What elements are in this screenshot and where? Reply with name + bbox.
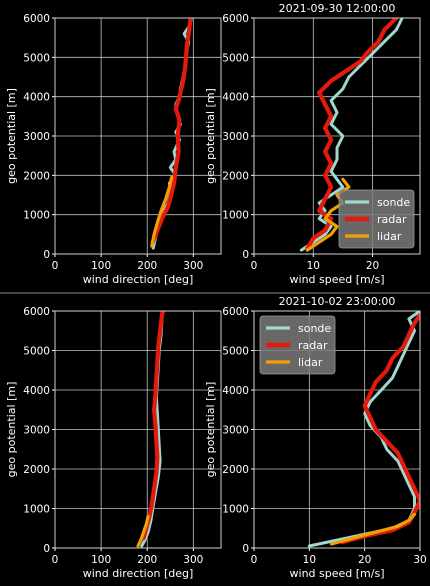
y-axis-label: geo potential [m] — [204, 88, 217, 184]
x-tick-label: 0 — [251, 260, 258, 272]
y-tick-label: 4000 — [222, 92, 249, 104]
panel-top-right: 0 10 20 0 1000 2000 3000 4000 5000 6000 wind speed… — [204, 2, 421, 286]
series-line-radar — [141, 311, 165, 541]
x-tick-label: 100 — [91, 260, 111, 272]
x-tick-label: 100 — [91, 554, 111, 566]
x-tick-label: 0 — [52, 554, 59, 566]
y-tick-label: 2000 — [222, 170, 249, 182]
y-tick-label: 5000 — [23, 346, 50, 358]
legend-label-lidar: lidar — [377, 230, 402, 243]
y-tick-label: 5000 — [23, 52, 50, 64]
y-tick-label: 6000 — [222, 13, 249, 25]
plot-frame — [253, 17, 421, 255]
panel-title: 2021-10-02 23:00:00 — [279, 295, 396, 308]
x-axis-label: wind speed [m/s] — [290, 273, 385, 286]
y-tick-label: 0 — [43, 249, 50, 261]
legend: sonde radar lidar — [338, 189, 415, 249]
series-line-radar — [150, 18, 193, 245]
y-tick-label: 3000 — [222, 425, 249, 437]
x-tick-label: 0 — [52, 260, 59, 272]
y-tick-label: 3000 — [222, 131, 249, 143]
y-tick-label: 5000 — [222, 346, 249, 358]
x-axis-label: wind direction [deg] — [83, 567, 194, 580]
legend-label-sonde: sonde — [377, 196, 410, 209]
plot-frame — [54, 310, 222, 549]
y-tick-label: 6000 — [222, 306, 249, 318]
y-tick-label: 5000 — [222, 52, 249, 64]
y-axis-label: geo potential [m] — [5, 382, 18, 478]
y-tick-label: 2000 — [23, 464, 50, 476]
legend-label-radar: radar — [298, 339, 328, 352]
legend-label-radar: radar — [377, 213, 407, 226]
x-tick-label: 300 — [183, 260, 203, 272]
panel-bottom-left: 0 100 200 3000100020003000400050006000wind … — [5, 306, 222, 580]
y-tick-label: 0 — [43, 543, 50, 555]
x-tick-label: 0 — [251, 554, 258, 566]
x-tick-label: 300 — [183, 554, 203, 566]
series-line-radar — [305, 18, 399, 251]
series-line-lidar — [329, 512, 417, 546]
x-tick-label: 20 — [358, 554, 371, 566]
x-tick-label: 20 — [366, 260, 379, 272]
legend: sonde radar lidar — [259, 315, 336, 375]
y-tick-label: 4000 — [23, 385, 50, 397]
y-axis-label: geo potential [m] — [5, 88, 18, 184]
panel-title: 2021-09-30 12:00:00 — [279, 2, 396, 15]
y-tick-label: 0 — [242, 249, 249, 261]
plot-frame — [54, 17, 222, 255]
x-axis-label: wind direction [deg] — [83, 273, 194, 286]
y-axis-label: geo potential [m] — [204, 382, 217, 478]
legend-box — [259, 315, 336, 375]
plot-frame — [253, 310, 421, 549]
y-tick-label: 2000 — [222, 464, 249, 476]
x-tick-label: 10 — [303, 554, 316, 566]
y-tick-label: 1000 — [222, 210, 249, 222]
y-tick-label: 4000 — [23, 92, 50, 104]
x-tick-label: 30 — [413, 554, 426, 566]
x-tick-label: 200 — [137, 260, 157, 272]
legend-label-lidar: lidar — [298, 356, 323, 369]
y-tick-label: 1000 — [222, 504, 249, 516]
legend-box — [338, 189, 415, 249]
y-tick-label: 4000 — [222, 385, 249, 397]
series-line-sonde — [299, 18, 404, 252]
legend-label-sonde: sonde — [298, 322, 331, 335]
panel-bottom-right: 0 10 20 30 0 1000 2000 3000 4000 5000 6000 wind spe… — [204, 295, 427, 580]
y-tick-label: 3000 — [23, 131, 50, 143]
y-tick-label: 6000 — [23, 306, 50, 318]
y-tick-label: 1000 — [23, 504, 50, 516]
y-tick-label: 2000 — [23, 170, 50, 182]
x-axis-label: wind speed [m/s] — [290, 567, 385, 580]
y-tick-label: 1000 — [23, 210, 50, 222]
y-tick-label: 6000 — [23, 13, 50, 25]
series-line-lidar — [136, 514, 150, 548]
x-tick-label: 10 — [307, 260, 320, 272]
y-tick-label: 0 — [242, 543, 249, 555]
y-tick-label: 3000 — [23, 425, 50, 437]
x-tick-label: 200 — [137, 554, 157, 566]
panel-top-left: 0 100 200 3000100020003000400050006000wind … — [5, 13, 222, 286]
series-line-lidar — [150, 175, 174, 248]
